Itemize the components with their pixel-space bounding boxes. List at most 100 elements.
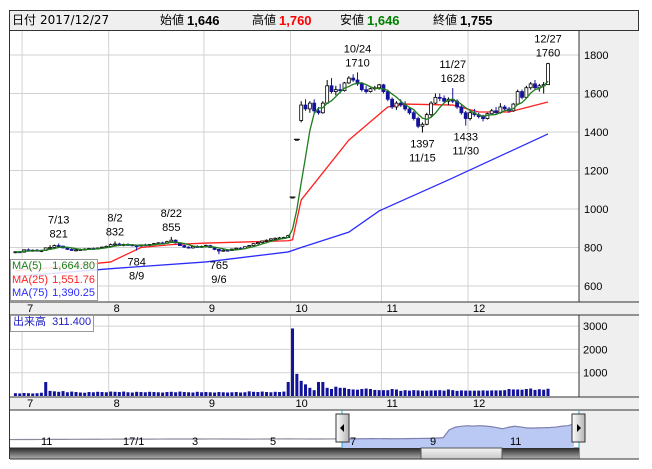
volume-bar <box>308 387 312 396</box>
volume-date-axis <box>10 397 639 410</box>
volume-bar <box>156 392 160 396</box>
volume-bar <box>18 393 22 396</box>
volume-bar <box>490 390 494 396</box>
candle-body <box>217 249 221 252</box>
candle-body <box>398 102 403 106</box>
candle-body <box>333 89 338 92</box>
annotation-value: 1433 <box>453 132 477 144</box>
volume-bar <box>364 388 368 396</box>
navigator-label: 7 <box>350 436 356 448</box>
volume-bar <box>243 392 247 396</box>
date-value: 2017/12/27 <box>40 13 110 27</box>
volume-bar <box>407 390 411 396</box>
volume-bar <box>446 389 450 396</box>
volume-bar <box>342 387 346 396</box>
candle-body <box>533 83 537 89</box>
candle-body <box>537 85 542 89</box>
volume-bar <box>39 392 43 396</box>
volume-bar <box>178 391 182 396</box>
volume-bar <box>394 389 398 396</box>
volume-bar <box>451 390 455 396</box>
navigator-overview-line <box>9 438 343 441</box>
candle-body <box>273 237 278 240</box>
volume-bar <box>78 392 82 396</box>
price-tick-label: 1600 <box>584 89 608 101</box>
candle-body <box>520 91 524 98</box>
volume-bar <box>304 384 308 396</box>
scrollbar-thumb[interactable] <box>420 447 503 460</box>
candle-body <box>264 239 269 242</box>
month-label: 11 <box>386 398 397 410</box>
candle-body <box>502 106 507 110</box>
candle-body <box>312 102 317 112</box>
price-axis-panel <box>579 31 639 302</box>
volume-bar <box>221 392 225 396</box>
volume-bar <box>61 391 65 396</box>
month-label: 9 <box>209 303 215 315</box>
month-label: 10 <box>296 303 308 315</box>
annotation-value: 1628 <box>440 73 464 85</box>
candle-body <box>385 91 390 100</box>
volume-bar <box>282 391 286 396</box>
candle-body <box>69 249 74 251</box>
volume-value: 311.400 <box>52 316 92 328</box>
candle-body <box>416 118 421 127</box>
volume-bar <box>26 393 30 396</box>
volume-bar <box>533 389 537 396</box>
volume-bar <box>546 388 550 396</box>
annotation-value: 1760 <box>536 48 560 60</box>
volume-bar <box>485 390 489 396</box>
candle-body <box>113 243 117 246</box>
candle-body <box>173 239 178 244</box>
volume-bar <box>13 393 17 396</box>
price-tick-label: 1000 <box>584 204 608 216</box>
volume-bar <box>291 328 295 396</box>
volume-bar <box>368 389 372 396</box>
volume-bar <box>65 392 69 396</box>
volume-bar <box>161 392 165 396</box>
navigator-selected-line <box>341 423 575 440</box>
volume-bar <box>204 392 208 396</box>
volume-bar <box>425 390 429 396</box>
volume-bar <box>286 382 290 396</box>
candle-body <box>468 112 472 119</box>
volume-bar <box>503 390 507 396</box>
ma-legend: MA(5) 1,664.80 MA(25) 1,551.76 MA(75) 1,390… <box>10 259 98 301</box>
legend-label: MA(75) <box>12 287 49 299</box>
high-value: 1,760 <box>279 13 312 28</box>
volume-bar <box>325 387 329 396</box>
price-tick-label: 600 <box>584 281 602 293</box>
volume-bar <box>524 389 528 396</box>
candle-body <box>346 77 351 84</box>
candle-body <box>351 77 356 81</box>
volume-bar <box>230 392 234 396</box>
candle-body <box>260 240 265 243</box>
volume-bar <box>472 390 476 396</box>
legend-ma25: MA(25) 1,551.76 <box>12 274 97 288</box>
volume-bar <box>91 392 95 396</box>
annotation-date: 11/15 <box>409 153 436 165</box>
volume-bar <box>256 392 260 396</box>
ma75-line <box>15 133 549 278</box>
price-tick-label: 1800 <box>584 50 608 62</box>
volume-bar <box>390 389 394 396</box>
volume-bar <box>420 390 424 396</box>
volume-bar <box>208 392 212 396</box>
volume-bar <box>70 391 74 396</box>
candle-body <box>489 110 494 115</box>
volume-bar <box>498 390 502 396</box>
volume-bar <box>529 388 533 396</box>
candle-body <box>74 249 78 252</box>
navigator-scrollbar[interactable] <box>10 448 579 459</box>
volume-bar <box>507 389 511 396</box>
volume-bar <box>126 392 130 396</box>
candle-body <box>359 83 364 91</box>
volume-axis-panel <box>579 315 639 397</box>
legend-ma75: MA(75) 1,390.25 <box>12 287 97 301</box>
volume-bar <box>442 390 446 396</box>
volume-bar <box>165 392 169 396</box>
annotation-date: 8/2 <box>107 212 122 224</box>
candle-body <box>169 239 174 243</box>
candle-body <box>394 102 399 108</box>
